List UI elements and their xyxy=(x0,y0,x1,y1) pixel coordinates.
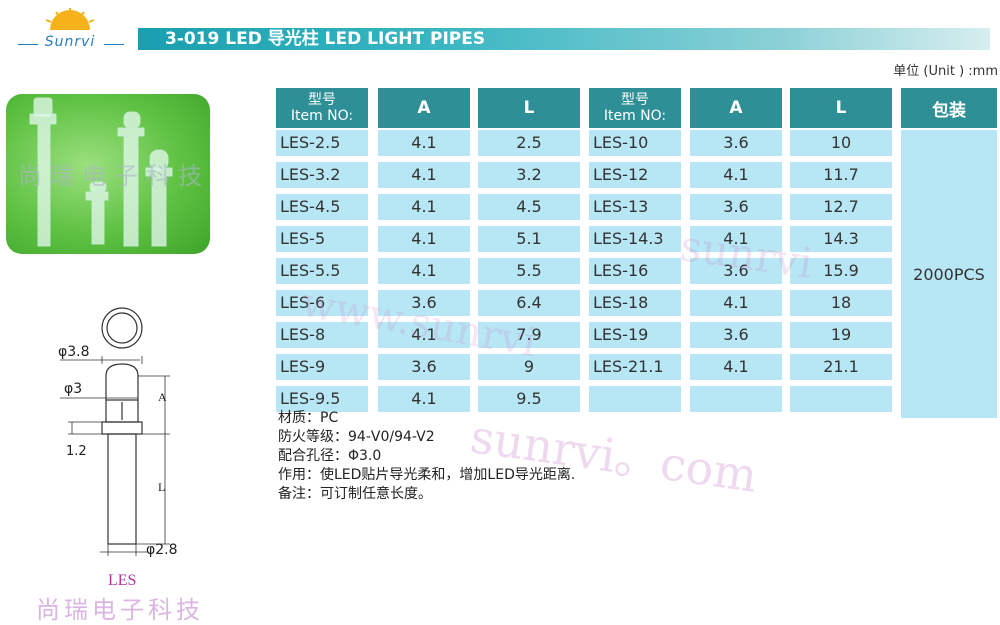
item-cell: LES-5.5 xyxy=(276,258,368,284)
item-cell: LES-10 xyxy=(589,130,681,156)
item-cell: LES-19 xyxy=(589,322,681,348)
logo-rule-right xyxy=(104,44,124,45)
item-cell: LES-9 xyxy=(276,354,368,380)
dim-outer-diameter: φ3.8 xyxy=(58,344,90,360)
l-cell: 2.5 xyxy=(478,130,580,156)
a-cell: 3.6 xyxy=(690,258,782,284)
item-cell: LES-6 xyxy=(276,290,368,316)
l-cell: 18 xyxy=(790,290,892,316)
note-hole-size: 配合孔径：Φ3.0 xyxy=(278,448,382,464)
l-cell: 3.2 xyxy=(478,162,580,188)
item-cell: LES-2.5 xyxy=(276,130,368,156)
l-cell: 7.9 xyxy=(478,322,580,348)
note-remark: 备注：可订制任意长度。 xyxy=(278,486,432,502)
header-l-right: L xyxy=(790,88,892,128)
item-cell: LES-13 xyxy=(589,194,681,220)
l-cell: 5.1 xyxy=(478,226,580,252)
a-cell: 4.1 xyxy=(378,194,470,220)
a-cell: 3.6 xyxy=(378,354,470,380)
a-cell: 3.6 xyxy=(690,322,782,348)
item-cell: LES-12 xyxy=(589,162,681,188)
drawing-label: LES xyxy=(108,572,137,589)
header-item-cn: 型号 xyxy=(621,92,649,108)
technical-drawing xyxy=(60,307,170,556)
a-cell: 4.1 xyxy=(378,130,470,156)
dim-a-label: A xyxy=(158,390,167,404)
a-cell: 3.6 xyxy=(378,290,470,316)
item-cell: LES-21.1 xyxy=(589,354,681,380)
header-item-cn: 型号 xyxy=(308,92,336,108)
a-cell: 4.1 xyxy=(690,162,782,188)
item-cell: LES-4.5 xyxy=(276,194,368,220)
brand-name: Sunrvi xyxy=(44,34,96,50)
pack-cell: 2000PCS xyxy=(901,130,997,418)
header-item-en: Item NO: xyxy=(603,108,667,124)
header-item-right: 型号 Item NO: xyxy=(589,88,681,128)
dim-inner-diameter: φ3 xyxy=(64,381,83,397)
a-cell xyxy=(690,386,782,412)
header-l-left: L xyxy=(478,88,580,128)
item-cell: LES-16 xyxy=(589,258,681,284)
sun-icon xyxy=(45,8,95,30)
l-cell: 6.4 xyxy=(478,290,580,316)
l-cell: 19 xyxy=(790,322,892,348)
a-cell: 3.6 xyxy=(690,194,782,220)
l-cell: 12.7 xyxy=(790,194,892,220)
title-bar xyxy=(138,28,990,50)
note-material: 材质：PC xyxy=(278,410,339,426)
l-cell: 4.5 xyxy=(478,194,580,220)
a-cell: 3.6 xyxy=(690,130,782,156)
note-fire-rating: 防火等级：94-V0/94-V2 xyxy=(278,429,435,445)
unit-label: 单位 (Unit ) :mm xyxy=(893,64,998,79)
dim-ring-height: 1.2 xyxy=(66,444,87,459)
header-a-right: A xyxy=(690,88,782,128)
note-function: 作用：使LED贴片导光柔和，增加LED导光距离. xyxy=(278,467,576,483)
bottom-watermark: 尚瑞电子科技 xyxy=(36,596,204,624)
brand-logo: Sunrvi xyxy=(10,8,130,52)
product-photo: 尚瑞电子科技 xyxy=(6,94,210,254)
l-cell: 14.3 xyxy=(790,226,892,252)
item-cell: LES-9.5 xyxy=(276,386,368,412)
l-cell xyxy=(790,386,892,412)
item-cell: LES-8 xyxy=(276,322,368,348)
l-cell: 15.9 xyxy=(790,258,892,284)
a-cell: 4.1 xyxy=(378,258,470,284)
l-cell: 10 xyxy=(790,130,892,156)
header-item-en: Item NO: xyxy=(290,108,354,124)
item-cell: LES-18 xyxy=(589,290,681,316)
item-cell: LES-14.3 xyxy=(589,226,681,252)
l-cell: 9.5 xyxy=(478,386,580,412)
item-cell: LES-5 xyxy=(276,226,368,252)
a-cell: 4.1 xyxy=(378,162,470,188)
l-cell: 9 xyxy=(478,354,580,380)
dim-base-diameter: φ2.8 xyxy=(146,542,178,558)
a-cell: 4.1 xyxy=(690,354,782,380)
light-pipes-image xyxy=(29,97,173,247)
header-a-left: A xyxy=(378,88,470,128)
page-title: 3-019 LED 导光柱 LED LIGHT PIPES xyxy=(165,29,486,49)
l-cell: 11.7 xyxy=(790,162,892,188)
dim-l-label: L xyxy=(158,480,166,494)
a-cell: 4.1 xyxy=(378,386,470,412)
l-cell: 21.1 xyxy=(790,354,892,380)
logo-rule-left xyxy=(18,44,38,45)
header-pack: 包装 xyxy=(901,88,997,128)
item-cell: LES-3.2 xyxy=(276,162,368,188)
l-cell: 5.5 xyxy=(478,258,580,284)
a-cell: 4.1 xyxy=(690,290,782,316)
a-cell: 4.1 xyxy=(690,226,782,252)
item-cell xyxy=(589,386,681,412)
a-cell: 4.1 xyxy=(378,322,470,348)
notes-block: 材质：PC 防火等级：94-V0/94-V2 配合孔径：Φ3.0 作用：使LED… xyxy=(278,409,575,504)
header-item-left: 型号 Item NO: xyxy=(276,88,368,128)
a-cell: 4.1 xyxy=(378,226,470,252)
